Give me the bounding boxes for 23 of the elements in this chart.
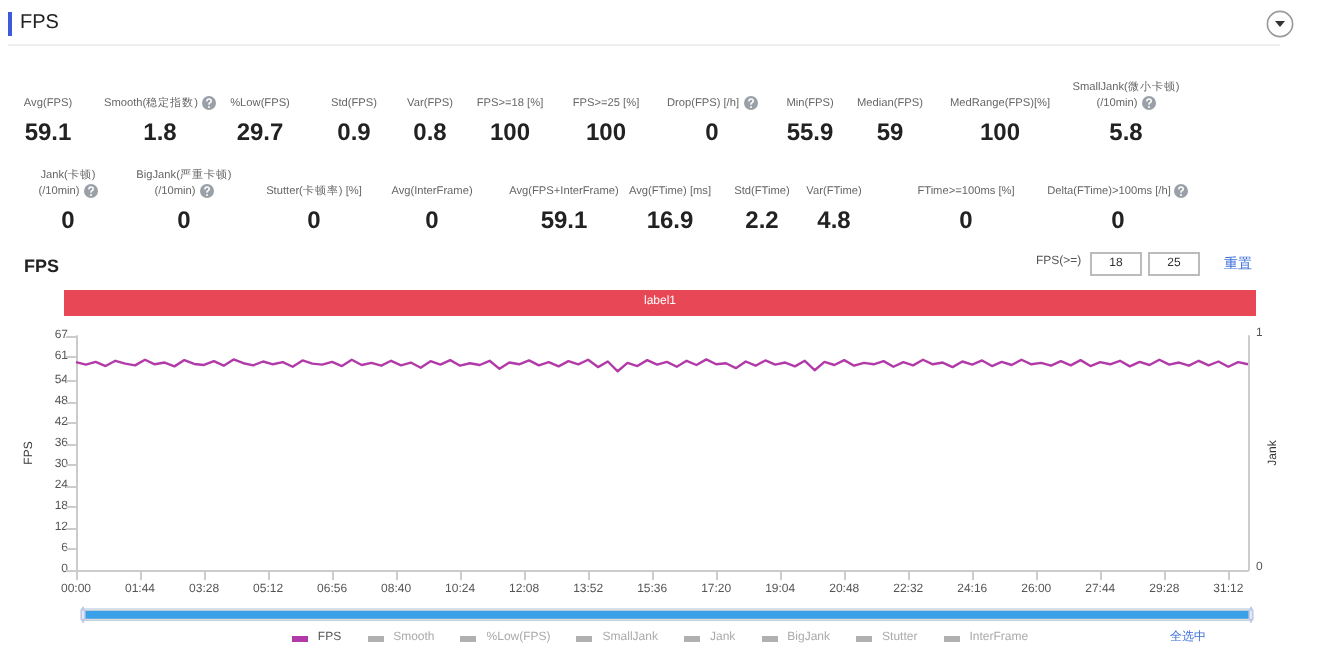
data-label: 0 (1109, 206, 1127, 234)
text: FPS (20, 12, 59, 34)
data-label: 16.9 (646, 206, 694, 234)
data-label: 0 (305, 206, 323, 234)
data-label: 59 (876, 118, 904, 146)
data-label: 4.8 (817, 206, 851, 234)
data-label: 0.8 (413, 118, 447, 146)
data-label: 55.9 (786, 118, 834, 146)
data-label: 59.1 (22, 118, 74, 146)
data-label: 0 (175, 206, 193, 234)
data-label: 0 (957, 206, 975, 234)
chart-title: FPS (24, 256, 60, 276)
data-label: 100 (489, 118, 531, 146)
data-label: 0 (705, 118, 719, 146)
data-label: 0 (423, 206, 441, 234)
data-label: 100 (585, 118, 627, 146)
data-label: 100 (977, 118, 1023, 146)
data-label: 0.9 (337, 118, 371, 146)
data-label: 29.7 (236, 118, 284, 146)
data-label: 2.2 (745, 206, 779, 234)
data-label: 1.8 (143, 118, 177, 146)
data-label: 59.1 (540, 206, 588, 234)
data-label: 5.8 (1107, 118, 1145, 146)
